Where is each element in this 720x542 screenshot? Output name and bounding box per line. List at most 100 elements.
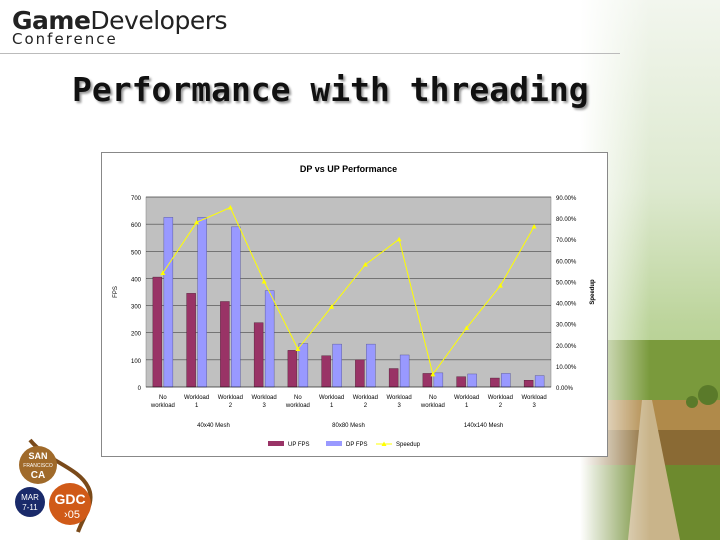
speedup-point [497,283,503,288]
bar-up-fps [355,359,365,388]
chart-title: DP vs UP Performance [300,164,397,174]
bar-up-fps [253,322,264,388]
x-tick-label: 1 [330,403,334,409]
y-tick-label: 300 [131,305,142,311]
x-tick-label: Workload [387,395,412,401]
speedup-point [464,325,470,330]
x-tick-label: Workload [252,395,277,401]
gdc-logo: GameDevelopers Conference [12,6,228,48]
y2-tick-label: 50.00% [556,280,577,286]
x-tick-label: workload [285,403,310,409]
badge-city-circle [19,446,57,484]
legend-swatch-up [268,441,284,446]
x-tick-label: Workload [218,395,243,401]
speedup-point [531,224,537,229]
y2-tick-label: 40.00% [556,302,577,308]
x-tick-label: Workload [454,395,479,401]
bar-up-fps [422,373,433,388]
bar-dp-fps [197,217,207,388]
y-tick-label: 700 [131,196,142,202]
chart-container: DP vs UP Performance 0 100 200 300 400 500 600 7… [101,152,608,457]
y-tick-label: 100 [131,359,142,365]
legend-swatch-dp [326,441,342,446]
x-group-label: 40x40 Mesh [197,423,230,429]
gdc05-badge: SAN FRANCISCO CA MAR 7-11 GDC ›05 [8,432,118,542]
x-tick-label: No [429,395,437,401]
logo-developers-text: Developers [90,6,228,35]
badge-gdc: GDC [54,491,85,507]
bar-dp-fps [163,217,174,388]
speedup-point [430,371,436,377]
x-tick-label: 2 [364,403,368,409]
x-tick-label: 3 [262,403,266,409]
speedup-line [162,206,535,376]
speedup-point [329,304,335,309]
speedup-point [194,219,200,225]
legend-label-up: UP FPS [288,442,310,448]
y-tick-label: 400 [131,277,142,283]
x-tick-label: No [294,395,302,401]
y2-tick-label: 10.00% [556,365,577,371]
bar-up-fps [490,377,500,388]
y2-axis-label: Speedup [590,279,596,305]
x-tick-label: No [159,395,167,401]
plot-area [145,196,552,388]
x-tick-label: workload [420,403,445,409]
slide-title: Performance with threading [72,70,589,109]
x-group-label: 80x80 Mesh [332,423,365,429]
bar-up-fps [321,355,331,388]
y2-tick-label: 70.00% [556,238,577,244]
bar-up-fps [456,376,466,388]
bar-dp-fps [366,343,376,388]
x-tick-label: 1 [195,403,199,409]
bar-dp-fps [399,354,410,388]
bar-dp-fps [231,226,241,388]
bar-dp-fps [433,372,444,388]
badge-year: ›05 [64,509,80,521]
speedup-point [295,346,301,351]
x-tick-label: 1 [465,403,469,409]
x-tick-label: 3 [532,403,536,409]
y-tick-label: 0 [138,386,142,392]
y2-tick-label: 20.00% [556,344,577,350]
x-tick-label: Workload [488,395,513,401]
x-tick-label: 2 [499,403,503,409]
y2-tick-label: 90.00% [556,196,577,202]
badge-dates: 7-11 [22,503,38,512]
bar-up-fps [220,301,230,388]
badge-graphic: SAN FRANCISCO CA MAR 7-11 GDC ›05 [15,438,93,533]
speedup-point [362,262,368,267]
legend-label-dp: DP FPS [346,442,368,448]
bar-up-fps [523,380,534,388]
bar-dp-fps [534,375,545,388]
x-tick-label: Workload [319,395,344,401]
bar-dp-fps [332,343,342,388]
badge-francisco: FRANCISCO [23,463,53,469]
x-tick-label: Workload [353,395,378,401]
legend-label-speedup: Speedup [396,442,421,448]
dp-vs-up-chart: DP vs UP Performance 0 100 200 300 400 500 600 7… [113,164,596,448]
bar-up-fps [152,276,163,388]
bar-dp-fps [298,343,309,388]
y-tick-label: 600 [131,223,142,229]
y-axis-label: FPS [113,286,119,298]
x-tick-label: workload [150,403,175,409]
speedup-point [261,278,267,284]
badge-gdc-circle [49,483,91,525]
bar-up-fps [186,293,196,388]
logo-conference-text: Conference [12,30,118,48]
bar-up-fps [287,350,298,388]
x-group-label: 140x140 Mesh [464,423,503,429]
bar-up-fps [388,368,399,388]
badge-ca: CA [31,470,45,481]
x-tick-label: Workload [184,395,209,401]
x-tick-label: Workload [522,395,547,401]
legend-marker-speedup [381,441,387,446]
logo-game-text: Game [12,6,91,35]
y2-tick-label: 60.00% [556,259,577,265]
badge-mar: MAR [21,493,39,502]
speedup-point [227,205,233,210]
x-tick-label: 2 [229,403,233,409]
badge-date-circle [15,487,45,517]
y-tick-label: 500 [131,250,142,256]
